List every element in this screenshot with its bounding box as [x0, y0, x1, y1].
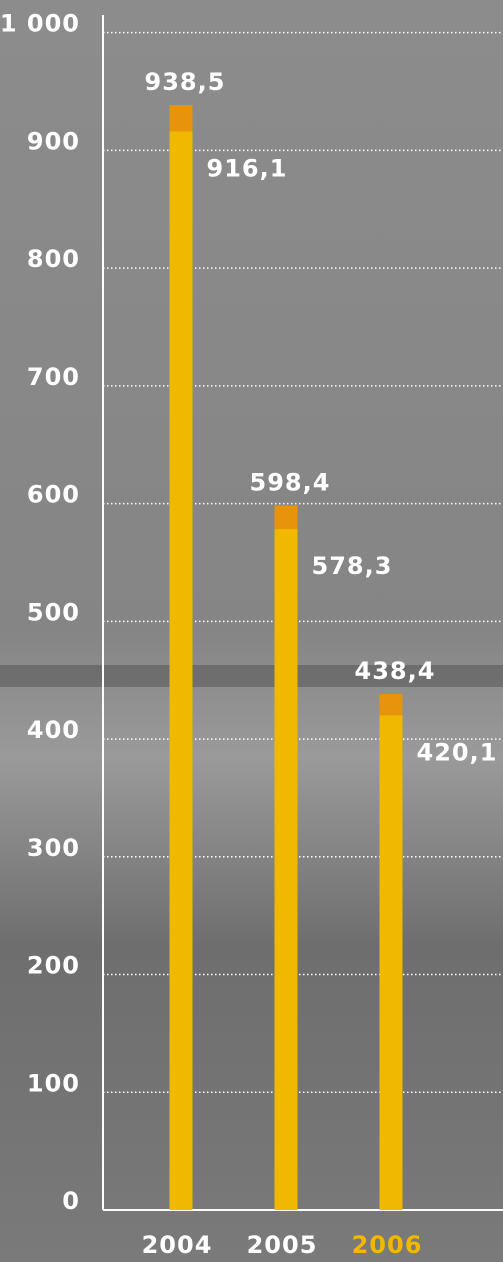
value-label: 578,3 — [312, 552, 393, 580]
y-tick-label: 500 — [27, 598, 80, 626]
y-tick-label: 100 — [27, 1069, 80, 1097]
bar — [169, 131, 193, 1210]
y-tick-label: 700 — [27, 363, 80, 391]
x-tick-label: 2005 — [247, 1231, 318, 1259]
background-band — [0, 665, 503, 687]
y-tick-label: 800 — [27, 245, 80, 273]
bar — [274, 529, 298, 1210]
y-tick-label: 1 000 — [0, 10, 80, 38]
y-tick-label: 900 — [27, 127, 80, 155]
y-tick-label: 600 — [27, 481, 80, 509]
value-label: 916,1 — [207, 154, 288, 182]
x-tick-label: 2004 — [142, 1231, 213, 1259]
y-tick-label: 200 — [27, 952, 80, 980]
value-label: 420,1 — [417, 738, 498, 766]
value-label: 938,5 — [145, 68, 226, 96]
bar — [379, 715, 403, 1210]
y-tick-label: 400 — [27, 716, 80, 744]
y-tick-label: 300 — [27, 834, 80, 862]
x-tick-label: 2006 — [352, 1231, 423, 1259]
value-label: 438,4 — [355, 657, 436, 685]
value-label: 598,4 — [250, 468, 331, 496]
y-tick-label: 0 — [62, 1187, 80, 1215]
